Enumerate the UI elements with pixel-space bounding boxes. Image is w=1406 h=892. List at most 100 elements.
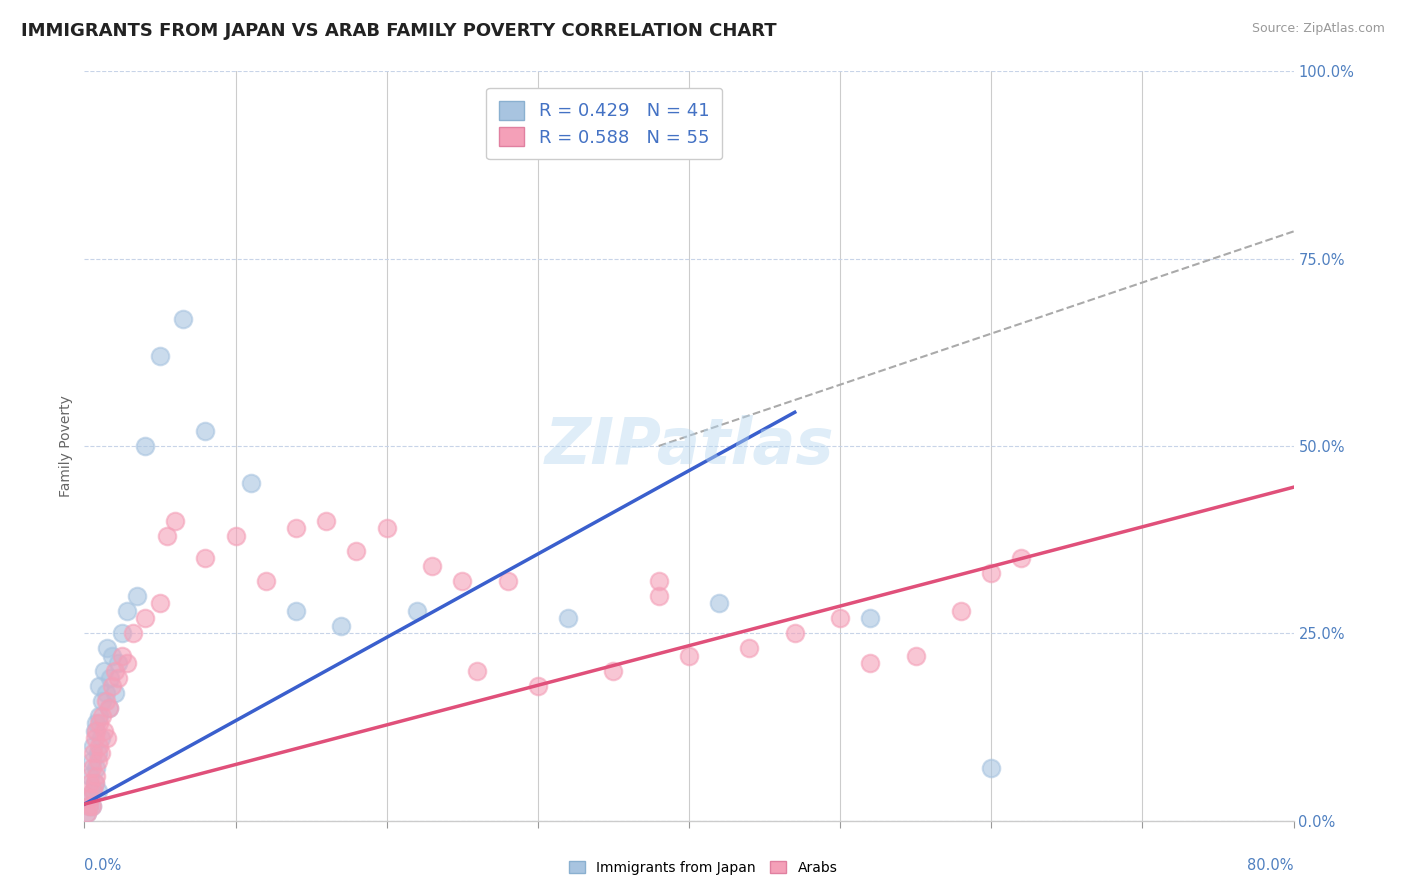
Point	[104, 664, 127, 678]
Point	[904, 648, 927, 663]
Text: 80.0%: 80.0%	[1247, 858, 1294, 873]
Point	[77, 798, 100, 813]
Point	[165, 514, 187, 528]
Point	[82, 739, 104, 753]
Point	[90, 746, 112, 760]
Point	[86, 761, 108, 775]
Point	[79, 776, 101, 790]
Point	[1011, 551, 1033, 566]
Point	[134, 611, 156, 625]
Point	[87, 754, 110, 768]
Point	[89, 716, 111, 731]
Point	[89, 679, 111, 693]
Point	[285, 521, 308, 535]
Point	[96, 731, 118, 746]
Point	[100, 648, 122, 663]
Point	[375, 521, 398, 535]
Point	[90, 731, 112, 746]
Legend: Immigrants from Japan, Arabs: Immigrants from Japan, Arabs	[562, 855, 844, 880]
Point	[121, 626, 143, 640]
Point	[149, 596, 172, 610]
Point	[859, 611, 882, 625]
Point	[172, 311, 194, 326]
Point	[82, 746, 104, 760]
Point	[194, 551, 217, 566]
Text: 0.0%: 0.0%	[84, 858, 121, 873]
Text: ZIPatlas: ZIPatlas	[544, 415, 834, 477]
Point	[84, 731, 107, 746]
Point	[76, 806, 98, 821]
Point	[96, 641, 118, 656]
Point	[111, 648, 134, 663]
Point	[87, 746, 110, 760]
Point	[406, 604, 429, 618]
Point	[89, 708, 111, 723]
Point	[80, 798, 103, 813]
Point	[97, 701, 120, 715]
Point	[156, 529, 179, 543]
Point	[93, 664, 115, 678]
Y-axis label: Family Poverty: Family Poverty	[59, 395, 73, 497]
Point	[239, 476, 262, 491]
Point	[86, 716, 108, 731]
Point	[82, 783, 104, 797]
Point	[420, 558, 443, 573]
Point	[451, 574, 474, 588]
Point	[91, 708, 114, 723]
Point	[115, 604, 138, 618]
Point	[107, 671, 129, 685]
Point	[830, 611, 852, 625]
Point	[84, 776, 107, 790]
Point	[89, 739, 111, 753]
Point	[82, 783, 104, 797]
Point	[98, 671, 121, 685]
Point	[346, 544, 368, 558]
Point	[86, 723, 108, 738]
Point	[80, 798, 103, 813]
Legend: R = 0.429   N = 41, R = 0.588   N = 55: R = 0.429 N = 41, R = 0.588 N = 55	[486, 88, 723, 160]
Point	[79, 769, 101, 783]
Point	[94, 694, 117, 708]
Point	[709, 596, 731, 610]
Point	[980, 566, 1002, 581]
Point	[950, 604, 973, 618]
Point	[980, 761, 1002, 775]
Point	[602, 664, 624, 678]
Point	[194, 424, 217, 438]
Point	[648, 589, 671, 603]
Point	[557, 611, 579, 625]
Point	[76, 806, 98, 821]
Point	[678, 648, 700, 663]
Point	[100, 679, 122, 693]
Point	[859, 657, 882, 671]
Text: Source: ZipAtlas.com: Source: ZipAtlas.com	[1251, 22, 1385, 36]
Text: IMMIGRANTS FROM JAPAN VS ARAB FAMILY POVERTY CORRELATION CHART: IMMIGRANTS FROM JAPAN VS ARAB FAMILY POV…	[21, 22, 776, 40]
Point	[127, 589, 149, 603]
Point	[648, 574, 671, 588]
Point	[97, 701, 120, 715]
Point	[315, 514, 337, 528]
Point	[467, 664, 489, 678]
Point	[77, 798, 100, 813]
Point	[783, 626, 806, 640]
Point	[111, 626, 134, 640]
Point	[285, 604, 308, 618]
Point	[149, 349, 172, 363]
Point	[93, 723, 115, 738]
Point	[80, 754, 103, 768]
Point	[87, 783, 110, 797]
Point	[84, 723, 107, 738]
Point	[134, 439, 156, 453]
Point	[527, 679, 550, 693]
Point	[330, 619, 353, 633]
Point	[115, 657, 138, 671]
Point	[80, 761, 103, 775]
Point	[107, 657, 129, 671]
Point	[496, 574, 519, 588]
Point	[91, 694, 114, 708]
Point	[79, 791, 101, 805]
Point	[738, 641, 761, 656]
Point	[79, 791, 101, 805]
Point	[104, 686, 127, 700]
Point	[84, 776, 107, 790]
